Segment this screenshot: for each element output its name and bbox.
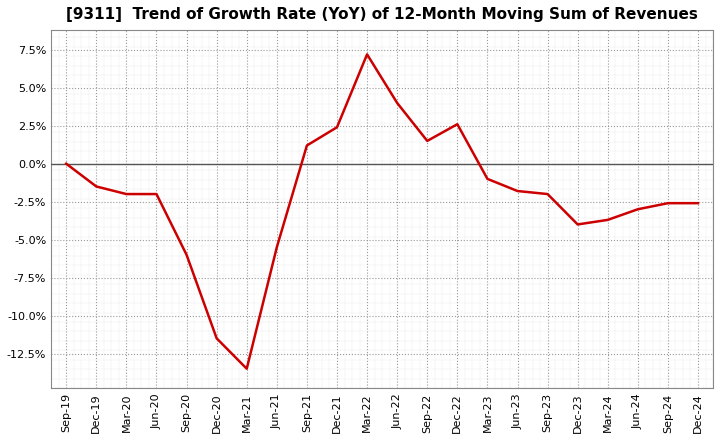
Title: [9311]  Trend of Growth Rate (YoY) of 12-Month Moving Sum of Revenues: [9311] Trend of Growth Rate (YoY) of 12-… [66, 7, 698, 22]
